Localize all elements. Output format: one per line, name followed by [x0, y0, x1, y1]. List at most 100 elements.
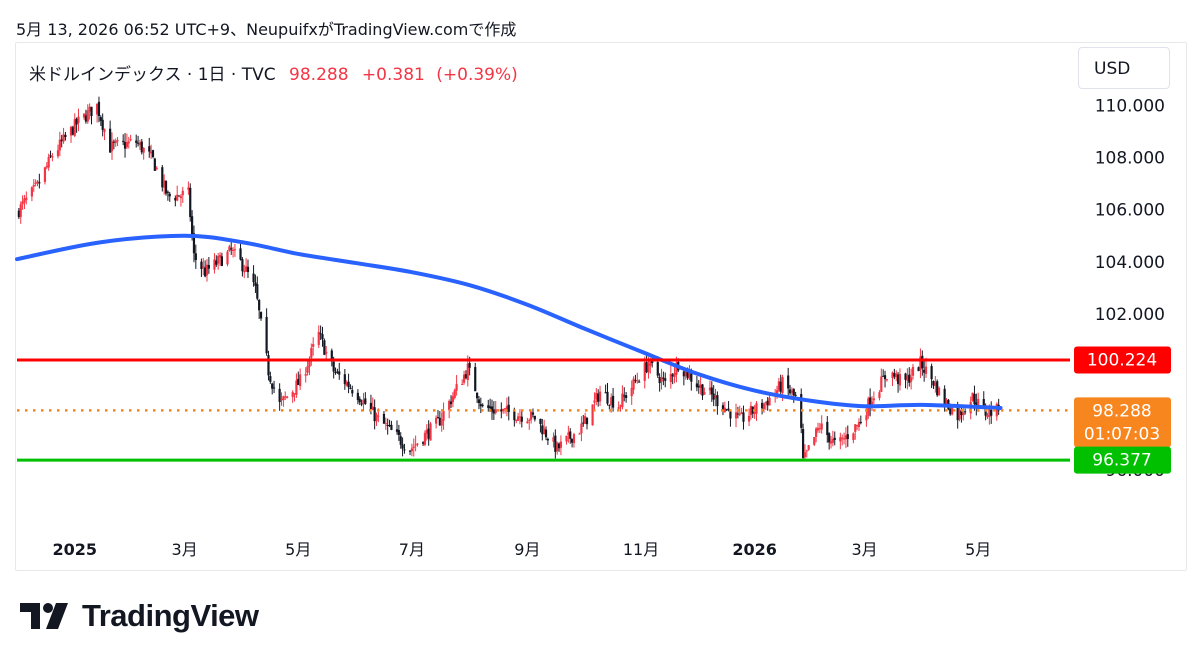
- candle-body: [660, 377, 663, 382]
- candle-body: [556, 442, 559, 452]
- candle-body: [38, 182, 41, 184]
- candle-body: [831, 438, 834, 443]
- candle-body: [552, 437, 555, 442]
- candle-body: [461, 384, 464, 386]
- price-tick-label: 106.000: [1095, 201, 1165, 221]
- candle-body: [319, 333, 322, 335]
- symbol-name[interactable]: 米ドルインデックス · 1日 · TVC: [29, 65, 276, 85]
- currency-button[interactable]: USD: [1078, 47, 1170, 89]
- candle-body: [883, 375, 887, 380]
- candle-body: [176, 194, 179, 201]
- candle-body: [742, 412, 745, 422]
- candle-body: [621, 393, 624, 408]
- candle-body: [878, 392, 881, 399]
- candle-body: [595, 393, 598, 400]
- candle-body: [323, 340, 326, 355]
- candle-body: [282, 396, 285, 401]
- candle-body: [500, 409, 503, 412]
- candle-body: [455, 384, 458, 391]
- candle-body: [908, 374, 911, 383]
- candle-body: [649, 359, 652, 366]
- candle-body: [816, 427, 820, 431]
- symbol-legend[interactable]: 米ドルインデックス · 1日 · TVC 98.288 +0.381 (+0.3…: [29, 60, 518, 85]
- candle-body: [647, 363, 650, 373]
- candle-body: [682, 371, 685, 377]
- candle-body: [213, 259, 216, 270]
- candle-body: [386, 424, 389, 426]
- candle-body: [792, 388, 795, 396]
- candle-body: [200, 261, 203, 269]
- candle-body: [278, 388, 281, 403]
- candle-body: [449, 401, 453, 405]
- candle-body: [194, 253, 197, 261]
- candle-body: [924, 366, 928, 374]
- time-tick-label: 7月: [399, 540, 425, 559]
- candle-body: [859, 422, 862, 424]
- candle-body: [507, 404, 510, 413]
- candle-body: [358, 398, 361, 403]
- candle-body: [930, 366, 933, 380]
- candle-body: [423, 432, 427, 445]
- candle-body: [632, 378, 635, 390]
- candle-body: [284, 396, 287, 398]
- support-price-tag-bg: [1074, 446, 1171, 474]
- candle-body: [49, 155, 52, 157]
- candle-body: [950, 407, 954, 415]
- candle-body: [401, 444, 404, 449]
- candle-body: [116, 140, 119, 142]
- candle-body: [429, 423, 432, 441]
- candle-body: [513, 411, 516, 421]
- candle-body: [312, 344, 315, 347]
- chart-header-text: 5月 13, 2026 06:52 UTC+9、NeupuifxがTrading…: [16, 20, 517, 39]
- candle-body: [855, 425, 859, 427]
- candle-body: [123, 142, 127, 149]
- candle-body: [258, 300, 261, 311]
- candle-body: [233, 249, 237, 251]
- candle-body: [643, 362, 646, 381]
- candle-body: [932, 381, 935, 386]
- candle-body: [336, 371, 339, 373]
- candle-body: [129, 139, 132, 141]
- candle-body: [453, 390, 456, 398]
- candle-body: [638, 381, 641, 383]
- candle-body: [269, 376, 272, 382]
- tradingview-logo-icon: [20, 603, 68, 629]
- candle-body: [725, 409, 728, 411]
- last-price-tag-text: 01:07:03: [1084, 424, 1160, 444]
- candle-body: [854, 424, 857, 432]
- candle-body: [753, 412, 756, 415]
- candle-body: [161, 167, 164, 188]
- candle-body: [911, 366, 915, 376]
- candle-body: [17, 210, 20, 218]
- candle-body: [740, 412, 743, 414]
- candle-body: [828, 433, 831, 443]
- candle-body: [494, 409, 497, 413]
- candle-body: [481, 404, 484, 406]
- price-change: +0.381: [361, 65, 425, 85]
- candle-body: [177, 195, 181, 197]
- candle-body: [343, 374, 346, 385]
- candle-body: [181, 190, 184, 196]
- candle-body: [695, 383, 699, 388]
- price-tick-label: 108.000: [1095, 149, 1165, 169]
- candle-body: [189, 187, 192, 218]
- time-tick-label: 5月: [965, 540, 991, 559]
- candle-body: [412, 446, 415, 448]
- candle-body: [468, 363, 471, 368]
- candle-body: [62, 134, 65, 142]
- candle-body: [174, 197, 177, 201]
- candle-body: [669, 373, 672, 383]
- candle-body: [474, 367, 477, 392]
- tradingview-logo[interactable]: TradingView: [18, 598, 259, 634]
- candle-body: [503, 408, 507, 410]
- candle-body: [516, 416, 520, 421]
- candle-body: [364, 398, 367, 404]
- candle-body: [671, 374, 674, 377]
- candle-body: [421, 442, 425, 444]
- candle-body: [546, 439, 549, 441]
- tradingview-wordmark: TradingView: [82, 598, 259, 633]
- candle-body: [962, 412, 965, 416]
- candle-body: [334, 372, 337, 374]
- candle-body: [114, 140, 117, 144]
